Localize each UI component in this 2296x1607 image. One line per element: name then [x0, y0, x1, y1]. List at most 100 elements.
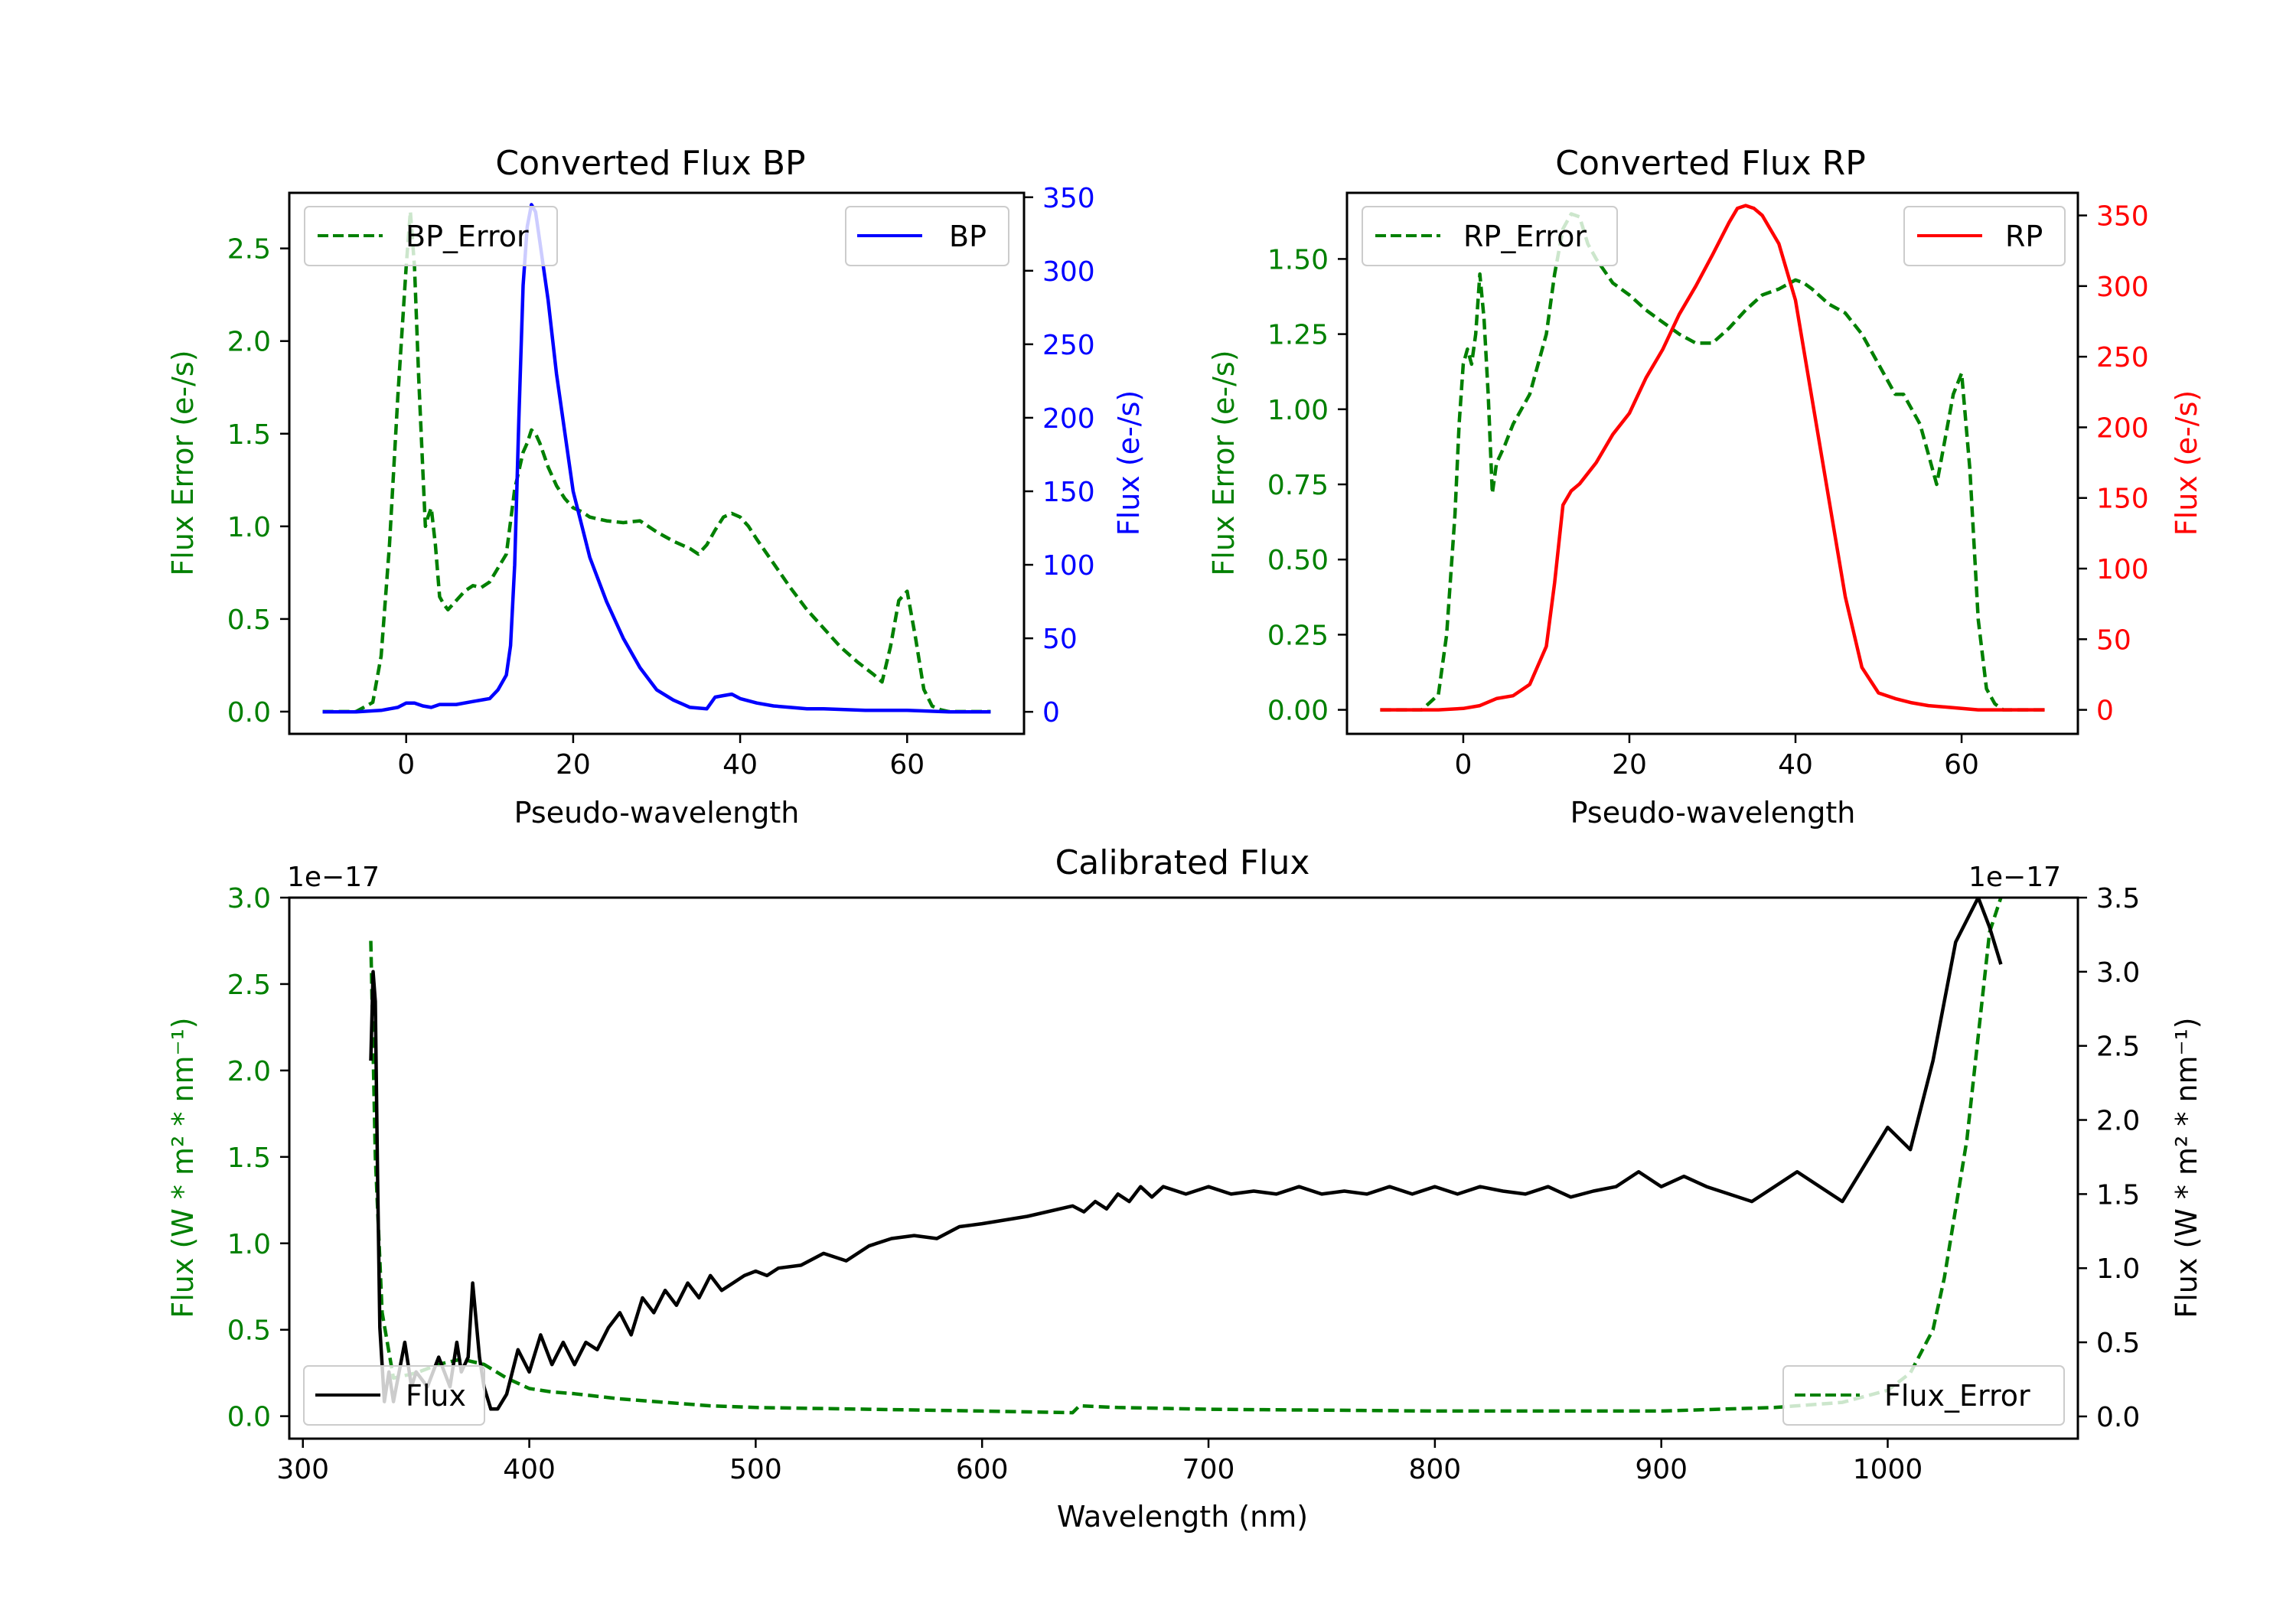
calibrated-ytick-left-label: 0.0 — [227, 1402, 271, 1433]
legend-label: RP_Error — [1463, 220, 1587, 253]
rp-legend-right: RP — [1903, 206, 2066, 266]
calibrated-ytick-right-label: 0.5 — [2096, 1328, 2140, 1359]
bp-ytick-left-label: 0.0 — [227, 697, 271, 729]
rp-xtick-label: 20 — [1612, 749, 1647, 781]
calibrated-legend-right: Flux_Error — [1782, 1365, 2065, 1426]
rp-ytick-right-label: 200 — [2096, 412, 2149, 444]
rp-ytick-left-label: 1.50 — [1267, 244, 1329, 275]
bp-ytick-right-label: 350 — [1042, 183, 1095, 214]
rp-ytick-left-label: 1.25 — [1267, 320, 1329, 351]
calibrated-ytick-left-label: 1.0 — [227, 1229, 271, 1260]
rp-ticks: 0 20 40 60 0.00 0.25 0.50 0.75 1.00 1.25 1.50 0 50 10… — [1267, 201, 2149, 781]
bp-legend-left: BP_Error — [304, 206, 558, 266]
legend-box — [1903, 206, 2066, 266]
calibrated-xtick-label: 400 — [503, 1454, 556, 1485]
rp-series-rp-error — [1380, 212, 2045, 712]
calibrated-ytick-left-label: 2.5 — [227, 970, 271, 1001]
calibrated-ytick-left-label: 0.5 — [227, 1315, 271, 1347]
bp-ytick-right-label: 0 — [1042, 697, 1060, 729]
bp-axes-frame — [288, 191, 1026, 735]
calibrated-xtick-label: 900 — [1635, 1454, 1688, 1485]
bp-ylabel-right: Flux (e-/s) — [1112, 390, 1146, 536]
calibrated-plot-lines — [369, 898, 2003, 1415]
rp-plot-lines — [1380, 204, 2045, 712]
rp-ylabel-left: Flux Error (e-/s) — [1207, 350, 1241, 575]
calibrated-series-flux — [369, 898, 2003, 1411]
rp-ytick-left-label: 0.00 — [1267, 696, 1329, 727]
bp-ylabel-left: Flux Error (e-/s) — [166, 350, 200, 575]
bp-xtick-label: 60 — [889, 749, 925, 781]
calibrated-xtick-label: 700 — [1182, 1454, 1235, 1485]
bp-ytick-right-label: 100 — [1042, 550, 1095, 582]
calibrated-ytick-right-label: 3.5 — [2096, 883, 2140, 914]
calibrated-ytick-right-label: 3.0 — [2096, 957, 2140, 989]
calibrated-legend-left: Flux — [303, 1365, 485, 1426]
bp-xlabel: Pseudo-wavelength — [514, 796, 800, 830]
calibrated-ytick-right-label: 1.5 — [2096, 1179, 2140, 1211]
legend-label: BP_Error — [406, 220, 529, 253]
rp-ytick-right-label: 0 — [2096, 696, 2114, 727]
legend-label: BP — [949, 220, 987, 253]
rp-series-rp — [1380, 204, 2045, 712]
calibrated-ylabel-right: Flux (W * m² * nm⁻¹) — [2170, 1017, 2203, 1318]
rp-title: Converted Flux RP — [1555, 144, 1866, 183]
rp-xtick-label: 60 — [1944, 749, 1979, 781]
calibrated-axes-frame — [288, 896, 2079, 1440]
rp-axes-frame — [1345, 191, 2079, 735]
calibrated-ytick-right-label: 1.0 — [2096, 1253, 2140, 1285]
bp-ticks: 0 20 40 60 0.0 0.5 1.0 1.5 2.0 2.5 0 50 100 150 200 250… — [227, 183, 1095, 781]
rp-ytick-right-label: 150 — [2096, 484, 2149, 515]
bp-ytick-left-label: 1.0 — [227, 512, 271, 543]
calibrated-xtick-label: 300 — [276, 1454, 329, 1485]
calibrated-ytick-left-label: 2.0 — [227, 1056, 271, 1087]
bp-legend-right: BP — [845, 206, 1009, 266]
bp-ytick-left-label: 2.5 — [227, 234, 271, 266]
bp-ytick-left-label: 2.0 — [227, 327, 271, 358]
bp-ytick-right-label: 150 — [1042, 477, 1095, 508]
bp-ytick-right-label: 300 — [1042, 256, 1095, 288]
rp-ytick-right-label: 50 — [2096, 624, 2131, 656]
calibrated-ytick-right-label: 2.0 — [2096, 1106, 2140, 1137]
calibrated-ticks: 300 400 500 600 700 800 900 1000 0.0 0.5 1.0 1.5 2.0… — [227, 883, 2141, 1485]
bp-xtick-label: 0 — [397, 749, 415, 781]
calibrated-ytick-right-label: 0.0 — [2096, 1402, 2140, 1433]
calibrated-xtick-label: 800 — [1409, 1454, 1462, 1485]
calibrated-offset-left: 1e−17 — [287, 862, 380, 893]
bp-ytick-left-label: 1.5 — [227, 419, 271, 451]
calibrated-xtick-label: 600 — [956, 1454, 1009, 1485]
legend-label: Flux — [406, 1379, 466, 1413]
bp-xtick-label: 20 — [556, 749, 591, 781]
rp-ylabel-right: Flux (e-/s) — [2170, 390, 2203, 536]
rp-xlabel: Pseudo-wavelength — [1570, 796, 1856, 830]
bp-ytick-right-label: 250 — [1042, 330, 1095, 361]
bp-series-bp — [322, 203, 991, 714]
calibrated-xtick-label: 1000 — [1853, 1454, 1923, 1485]
legend-box — [1782, 1365, 2065, 1426]
bp-ytick-left-label: 0.5 — [227, 605, 271, 636]
rp-panel: Converted Flux RP 0 20 40 60 0.00 0.25 0.50 0.7… — [1207, 144, 2203, 830]
calibrated-ylabel-left: Flux (W * m² * nm⁻¹) — [166, 1017, 200, 1318]
calibrated-ytick-left-label: 3.0 — [227, 883, 271, 914]
bp-panel: Converted Flux BP 0 20 40 60 0.0 0.5 1.0 1.5 2.0… — [166, 144, 1146, 830]
calibrated-panel: Calibrated Flux 1e−17 1e−17 300 400 500 600… — [166, 843, 2203, 1534]
rp-ytick-right-label: 250 — [2096, 342, 2149, 373]
bp-ytick-right-label: 200 — [1042, 403, 1095, 435]
rp-ytick-right-label: 350 — [2096, 201, 2149, 233]
bp-title: Converted Flux BP — [495, 144, 805, 183]
bp-ytick-right-label: 50 — [1042, 624, 1078, 655]
calibrated-xlabel: Wavelength (nm) — [1057, 1500, 1308, 1534]
legend-label: RP — [2005, 220, 2043, 253]
bp-xtick-label: 40 — [722, 749, 758, 781]
rp-legend-left: RP_Error — [1362, 206, 1618, 266]
calibrated-ytick-right-label: 2.5 — [2096, 1032, 2140, 1063]
rp-ytick-right-label: 100 — [2096, 554, 2149, 585]
rp-xtick-label: 40 — [1778, 749, 1813, 781]
bp-plot-lines — [322, 203, 991, 714]
rp-ytick-right-label: 300 — [2096, 272, 2149, 303]
legend-box — [303, 1365, 485, 1426]
rp-ytick-left-label: 0.50 — [1267, 545, 1329, 576]
rp-xtick-label: 0 — [1454, 749, 1472, 781]
legend-box — [304, 206, 558, 266]
